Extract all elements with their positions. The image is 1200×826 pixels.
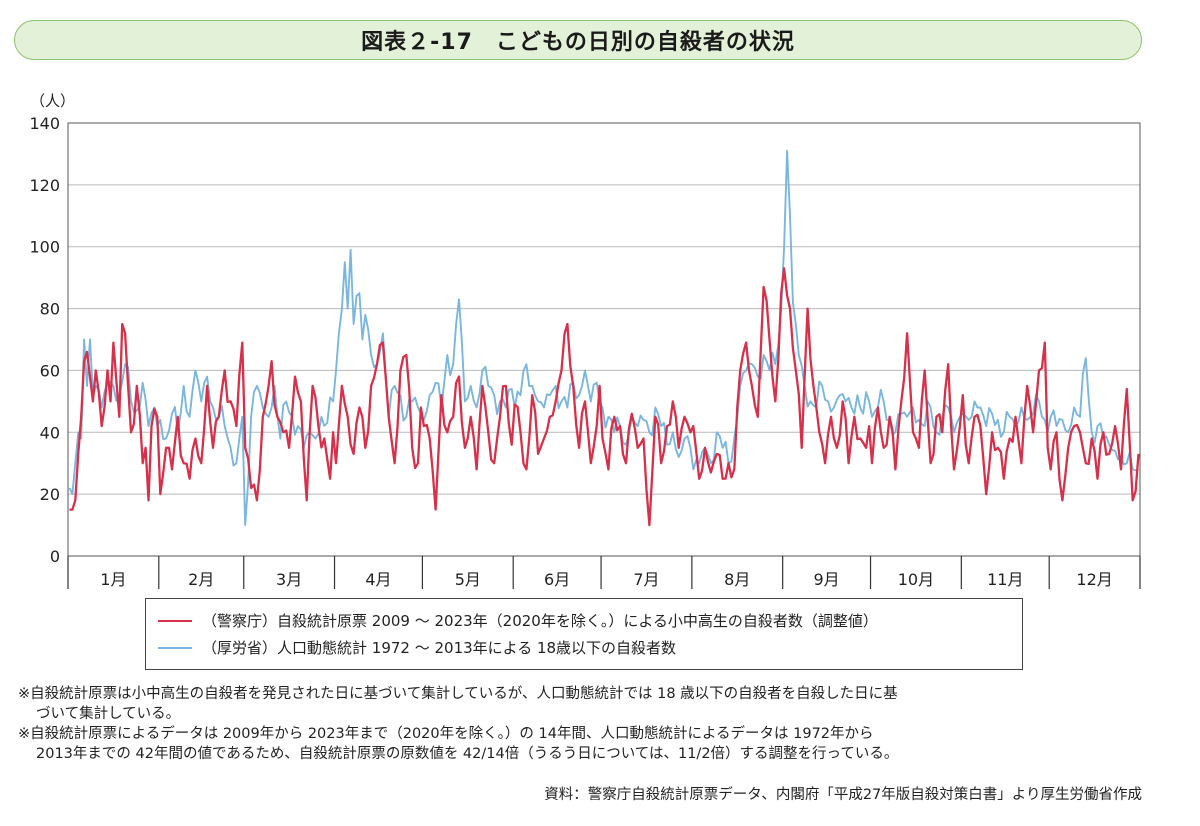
y-axis-unit: （人） — [30, 92, 75, 110]
month-label: 8月 — [724, 570, 750, 589]
y-tick-label: 80 — [40, 300, 60, 319]
month-label: 2月 — [188, 570, 214, 589]
legend-entry-police: （警察庁）自殺統計原票 2009 ～ 2023年（2020年を除く。）による小中… — [158, 607, 1010, 634]
legend-label-mhlw: （厚労省）人口動態統計 1972 ～ 2013年による 18歳以下の自殺者数 — [202, 639, 677, 657]
month-label: 10月 — [898, 570, 934, 589]
y-tick-label: 100 — [29, 238, 60, 257]
chart-title-banner: 図表２-17 こどもの日別の自殺者の状況 — [14, 20, 1142, 60]
y-tick-label: 120 — [29, 176, 60, 195]
y-tick-label: 140 — [29, 114, 60, 133]
month-label: 1月 — [100, 570, 126, 589]
month-label: 5月 — [455, 570, 481, 589]
month-label: 4月 — [365, 570, 391, 589]
y-tick-label: 60 — [40, 361, 60, 380]
y-tick-label: 0 — [50, 547, 60, 566]
line-chart: 0 20 40 60 80 100 120 140 （人） 1月 2月 3月 4月 5月 6月 7月 8月 9月 1… — [29, 92, 1141, 589]
chart-title: 図表２-17 こどもの日別の自殺者の状況 — [361, 30, 795, 55]
month-label: 12月 — [1076, 570, 1112, 589]
footnote: ※自殺統計原票によるデータは 2009年から 2023年まで（2020年を除く。… — [18, 726, 899, 762]
month-label: 11月 — [987, 570, 1023, 589]
footnotes: ※自殺統計原票は小中高生の自殺者を発見された日に基づいて集計しているが、人口動態… — [18, 684, 1183, 764]
legend-swatch-police — [158, 619, 192, 622]
legend-entry-mhlw: （厚労省）人口動態統計 1972 ～ 2013年による 18歳以下の自殺者数 — [158, 634, 1010, 661]
month-label: 3月 — [276, 570, 302, 589]
source-credit: 資料：警察庁自殺統計原票データ、内閣府「平成27年版自殺対策白書」より厚生労働省… — [544, 787, 1142, 803]
month-label: 9月 — [814, 570, 840, 589]
plot-frame — [67, 122, 1141, 557]
y-tick-label: 20 — [40, 485, 60, 504]
month-label: 7月 — [633, 570, 659, 589]
legend: （警察庁）自殺統計原票 2009 ～ 2023年（2020年を除く。）による小中… — [145, 598, 1023, 670]
month-label: 6月 — [544, 570, 570, 589]
legend-label-police: （警察庁）自殺統計原票 2009 ～ 2023年（2020年を除く。）による小中… — [202, 612, 878, 630]
legend-swatch-mhlw — [158, 646, 192, 649]
mhlw-series-line — [68, 149, 1139, 527]
footnote: ※自殺統計原票は小中高生の自殺者を発見された日に基づいて集計しているが、人口動態… — [18, 686, 898, 722]
y-tick-label: 40 — [40, 423, 60, 442]
police-series-line — [69, 267, 1140, 527]
